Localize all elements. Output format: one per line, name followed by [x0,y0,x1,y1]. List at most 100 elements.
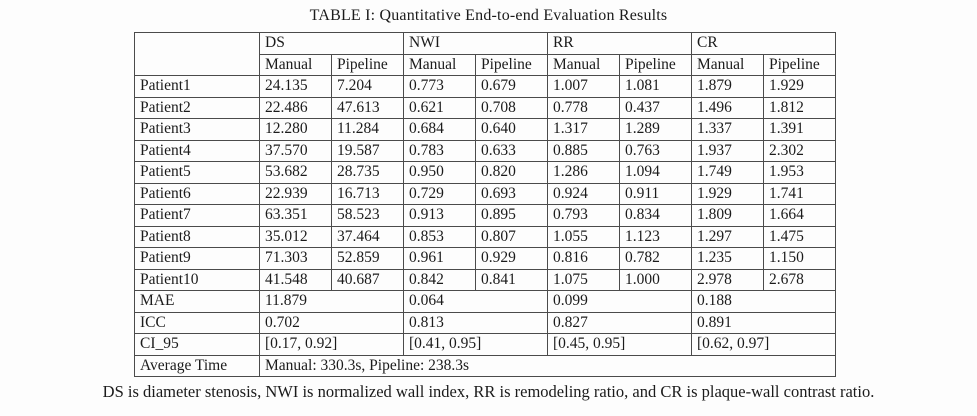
cell: 0.763 [619,139,692,162]
cell: 16.713 [331,182,404,205]
cell: 35.012 [259,225,332,248]
cell: [0.62, 0.97] [691,333,836,356]
cell: 0.679 [475,75,548,98]
cell: 1.094 [619,161,692,184]
cell: 11.879 [259,290,404,313]
cell: 0.891 [691,311,836,334]
cell: 0.950 [403,161,476,184]
cell: 40.687 [331,268,404,291]
cell: 0.782 [619,247,692,270]
patient-row: Patient8 35.012 37.464 0.853 0.807 1.055… [134,225,836,248]
cell: 0.640 [475,118,548,141]
cell: 0.708 [475,96,548,119]
patient-row: Patient10 41.548 40.687 0.842 0.841 1.07… [134,268,836,291]
cell: 0.913 [403,204,476,227]
cell: 0.820 [475,161,548,184]
cell: 1.664 [763,204,836,227]
footnote: DS is diameter stenosis, NWI is normaliz… [102,382,875,401]
row-label: Patient1 [134,75,260,98]
cell: 37.570 [259,139,332,162]
cell: 2.678 [763,268,836,291]
cell: 0.633 [475,139,548,162]
cell: 0.827 [547,311,692,334]
group-header-ds: DS [259,32,404,55]
ci95-row: CI_95 [0.17, 0.92] [0.41, 0.95] [0.45, 0… [134,333,836,356]
row-label: Patient7 [134,204,260,227]
cell: 0.834 [619,204,692,227]
cell: 0.621 [403,96,476,119]
subheader-manual: Manual [547,53,620,76]
cell: 1.475 [763,225,836,248]
cell: 12.280 [259,118,332,141]
cell: 1.075 [547,268,620,291]
subheader-pipeline: Pipeline [475,53,548,76]
cell: 0.778 [547,96,620,119]
cell: 0.064 [403,290,548,313]
cell: 1.007 [547,75,620,98]
cell: 0.684 [403,118,476,141]
cell: 52.859 [331,247,404,270]
patient-row: Patient3 12.280 11.284 0.684 0.640 1.317… [134,118,836,141]
cell: 0.188 [691,290,836,313]
cell: [0.41, 0.95] [403,333,548,356]
cell: 24.135 [259,75,332,98]
cell: 71.303 [259,247,332,270]
cell: 47.613 [331,96,404,119]
cell: 1.741 [763,182,836,205]
group-header-nwi: NWI [403,32,548,55]
patient-row: Patient1 24.135 7.204 0.773 0.679 1.007 … [134,75,836,98]
cell: 1.123 [619,225,692,248]
cell: 2.302 [763,139,836,162]
row-label: Patient9 [134,247,260,270]
cell: 0.895 [475,204,548,227]
cell: 2.978 [691,268,764,291]
cell: 1.297 [691,225,764,248]
cell: 0.807 [475,225,548,248]
table-caption: TABLE I: Quantitative End-to-end Evaluat… [309,7,668,24]
cell: 1.929 [763,75,836,98]
cell: 41.548 [259,268,332,291]
cell: 0.793 [547,204,620,227]
cell: 1.496 [691,96,764,119]
cell: 19.587 [331,139,404,162]
cell: 0.853 [403,225,476,248]
cell: 58.523 [331,204,404,227]
row-label: Patient10 [134,268,260,291]
cell: 0.813 [403,311,548,334]
cell: 1.286 [547,161,620,184]
cell: 1.289 [619,118,692,141]
subheader-manual: Manual [403,53,476,76]
cell: 1.337 [691,118,764,141]
group-header-row: DS NWI RR CR [134,32,836,76]
sub-header-row: Manual Pipeline Manual Pipeline Manual P… [135,53,836,76]
icc-row: ICC 0.702 0.813 0.827 0.891 [134,311,836,334]
cell: 0.929 [475,247,548,270]
cell: [0.17, 0.92] [259,333,404,356]
mae-row: MAE 11.879 0.064 0.099 0.188 [134,290,836,313]
corner-cell [134,32,260,76]
cell: 1.055 [547,225,620,248]
row-label: CI_95 [134,333,260,356]
cell: 1.000 [619,268,692,291]
evaluation-table: DS NWI RR CR Manual Pipeline Manual Pipe… [134,32,836,377]
cell: 0.841 [475,268,548,291]
cell: 1.937 [691,139,764,162]
cell: 28.735 [331,161,404,184]
cell: 1.953 [763,161,836,184]
patient-row: Patient7 63.351 58.523 0.913 0.895 0.793… [134,204,836,227]
cell: 7.204 [331,75,404,98]
cell: 0.773 [403,75,476,98]
row-label: ICC [134,311,260,334]
row-label: MAE [134,290,260,313]
cell: 37.464 [331,225,404,248]
cell: 22.486 [259,96,332,119]
cell: 0.729 [403,182,476,205]
cell: 22.939 [259,182,332,205]
cell: 53.682 [259,161,332,184]
cell: 0.099 [547,290,692,313]
subheader-manual: Manual [259,53,332,76]
cell: 1.150 [763,247,836,270]
row-label: Patient2 [134,96,260,119]
cell: 0.911 [619,182,692,205]
